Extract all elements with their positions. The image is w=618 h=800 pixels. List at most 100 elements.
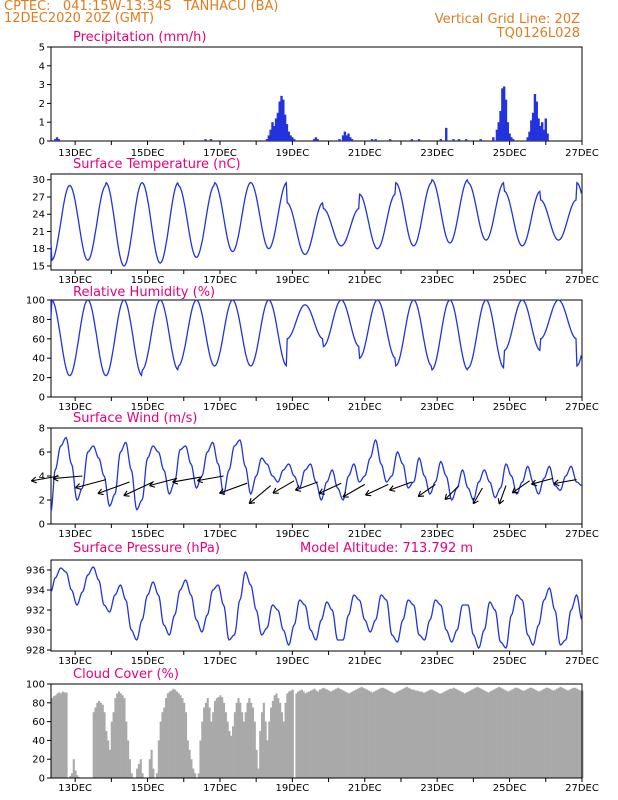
- wind-arrow: [497, 485, 507, 505]
- precip-bar: [508, 133, 511, 141]
- precip-bar: [291, 137, 294, 141]
- cloud-bar: [309, 690, 312, 778]
- cloud-bar: [523, 690, 526, 778]
- cloud-bar: [326, 689, 329, 778]
- wind-arrow-shaft: [123, 481, 154, 497]
- cloud-bar: [472, 688, 475, 778]
- cloud-bar: [114, 698, 117, 778]
- x-tick-label: 23DEC: [420, 529, 454, 540]
- cloud-bar: [364, 688, 367, 778]
- cloud-bar: [117, 691, 121, 778]
- precip-bar: [499, 110, 502, 141]
- y-tick-label: 2: [39, 99, 45, 110]
- cloud-bar: [505, 690, 508, 778]
- wind-arrow-shaft: [531, 477, 554, 485]
- y-tick-label: 0: [39, 393, 45, 404]
- y-tick-label: 21: [32, 227, 45, 238]
- x-tick-label: 21DEC: [348, 148, 382, 159]
- cloud-bar: [275, 693, 278, 778]
- wind-arrow: [172, 476, 201, 485]
- precip-bar: [283, 114, 287, 141]
- cloud-bar: [492, 689, 495, 778]
- cloud-bar: [563, 688, 566, 778]
- precip-bar: [338, 139, 341, 141]
- cloud-bar: [521, 690, 524, 778]
- cloud-bar: [161, 712, 164, 778]
- cloud-bar: [467, 691, 470, 778]
- cloud-bar: [382, 687, 385, 778]
- cloud-bar: [125, 721, 128, 778]
- precip-bar: [273, 125, 276, 141]
- wind-arrow-shaft: [472, 487, 483, 505]
- precip-bar: [445, 127, 448, 141]
- wind-arrow: [123, 481, 154, 497]
- cloud-bar: [461, 692, 465, 778]
- cloud-bar: [192, 768, 195, 778]
- cloud-bar: [559, 686, 562, 778]
- cloud-bar: [456, 689, 459, 778]
- cloud-bar: [481, 689, 484, 778]
- cloud-bar: [463, 693, 466, 778]
- cloud-bar: [279, 702, 282, 778]
- cloud-bar: [367, 690, 370, 778]
- cloud-bar: [411, 689, 414, 778]
- wind-arrow-head: [97, 488, 104, 496]
- cloud-bar: [65, 692, 68, 778]
- precip-bar: [265, 139, 269, 141]
- cloud-bar: [476, 686, 479, 778]
- cloud-bar: [232, 726, 235, 778]
- cloud-bar: [222, 702, 226, 778]
- precip-bar: [276, 112, 280, 141]
- cloud-bar: [96, 702, 99, 778]
- x-tick-label: 21DEC: [348, 529, 382, 540]
- cloud-bar: [546, 687, 550, 778]
- wind-arrow: [197, 475, 224, 484]
- cloud-bar: [99, 702, 102, 778]
- precip-bar: [204, 139, 207, 141]
- precip-bar: [267, 135, 271, 141]
- cloud-bar: [257, 768, 260, 778]
- wind-arrow-head: [123, 490, 130, 497]
- cloud-bar: [574, 687, 577, 778]
- y-tick-label: 60: [32, 334, 45, 345]
- wind-arrow: [511, 480, 530, 494]
- x-tick-label: 21DEC: [348, 656, 382, 667]
- x-tick-label: 17DEC: [203, 783, 237, 794]
- cloud-bar: [356, 688, 360, 778]
- cloud-bar: [355, 689, 358, 778]
- cloud-bar: [403, 687, 407, 778]
- cloud-bar: [72, 759, 75, 778]
- cloud-bar: [203, 707, 206, 778]
- cloud-bar: [311, 689, 314, 778]
- wind-arrow-head: [248, 497, 256, 505]
- y-tick-label: 0: [39, 774, 45, 785]
- cloud-bar: [260, 712, 264, 778]
- cloud-bar: [487, 692, 490, 778]
- x-tick-label: 27DEC: [565, 529, 599, 540]
- precip-bar: [533, 94, 537, 141]
- x-tick-label: 17DEC: [203, 148, 237, 159]
- cloud-bar: [409, 688, 412, 778]
- cloud-bar: [197, 773, 200, 778]
- cloud-bar: [579, 690, 582, 778]
- cloud-bar: [460, 691, 463, 778]
- cloud-bar: [105, 731, 108, 778]
- cloud-bar: [60, 693, 63, 778]
- cloud-bar: [306, 692, 309, 778]
- cloud-bar: [438, 693, 441, 778]
- cloud-bar: [557, 687, 560, 778]
- cloud-bar: [494, 688, 497, 778]
- plot-frame: [50, 173, 583, 271]
- wind-arrow-head: [272, 487, 279, 494]
- cloud-bar: [501, 688, 504, 778]
- cloud-bar: [51, 698, 54, 778]
- precip-bar: [452, 139, 455, 141]
- cloud-bar: [208, 707, 211, 778]
- y-tick-label: 6: [39, 448, 45, 459]
- precip-bar: [57, 139, 61, 141]
- cloud-bar: [172, 688, 175, 778]
- precip-bar: [439, 139, 443, 141]
- x-tick-label: 15DEC: [131, 402, 165, 413]
- panel-title: Precipitation (mm/h): [73, 30, 206, 45]
